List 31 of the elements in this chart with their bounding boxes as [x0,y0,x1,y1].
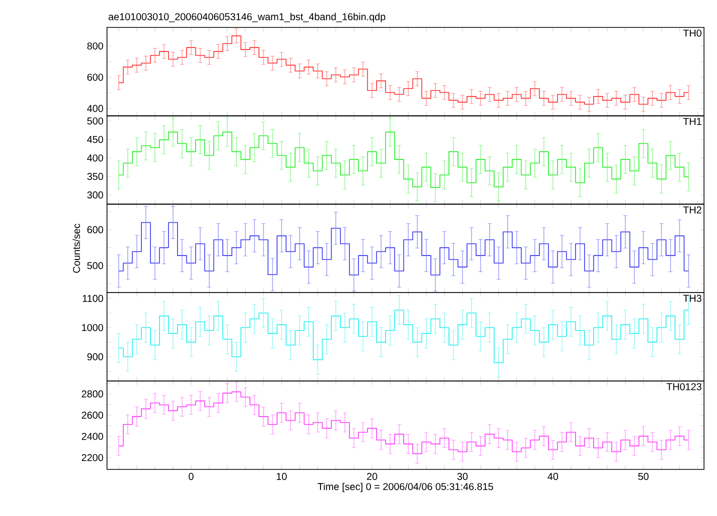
annotation: TH0 [683,30,702,37]
y-tick-label: 600 [87,226,104,234]
y-tick-label: 2600 [82,412,104,419]
y-tick-label: 800 [87,42,104,50]
y-tick-label: 500 [87,262,104,270]
y-tick-label: 900 [87,353,104,360]
annotation: TH3 [683,294,702,302]
x-tick-label: 20 [366,472,378,480]
x-tick-label: 10 [276,472,287,480]
y-tick-label: 450 [87,136,104,143]
annotation: TH1 [683,118,702,125]
y-tick-label: 350 [87,172,104,180]
x-axis-title: Time [sec] 0 = 2006/04/06 05:31:46.815 [318,482,494,492]
y-tick-label: 300 [87,191,104,198]
x-tick-label: 30 [457,472,468,480]
x-tick-label: 0 [188,472,194,480]
chart-title: ae101003010_20060406053146_wam1_bst_4band_16bin.qdp [108,12,386,22]
x-tick-label: 40 [548,472,558,480]
y-tick-label: 400 [87,104,104,112]
y-tick-label: 400 [87,154,104,162]
annotation: TH2 [683,206,702,214]
y-axis-title: Counts/sec [72,224,80,273]
y-tick-label: 2200 [82,454,104,462]
x-tick-label: 50 [638,472,649,480]
y-tick-label: 2800 [82,390,104,398]
y-tick-label: 2400 [82,432,104,440]
y-tick-label: 1100 [82,294,104,302]
y-tick-label: 500 [87,117,104,124]
annotation: TH0123 [666,383,702,390]
y-tick-label: 600 [87,74,104,81]
y-tick-label: 1000 [82,324,104,332]
